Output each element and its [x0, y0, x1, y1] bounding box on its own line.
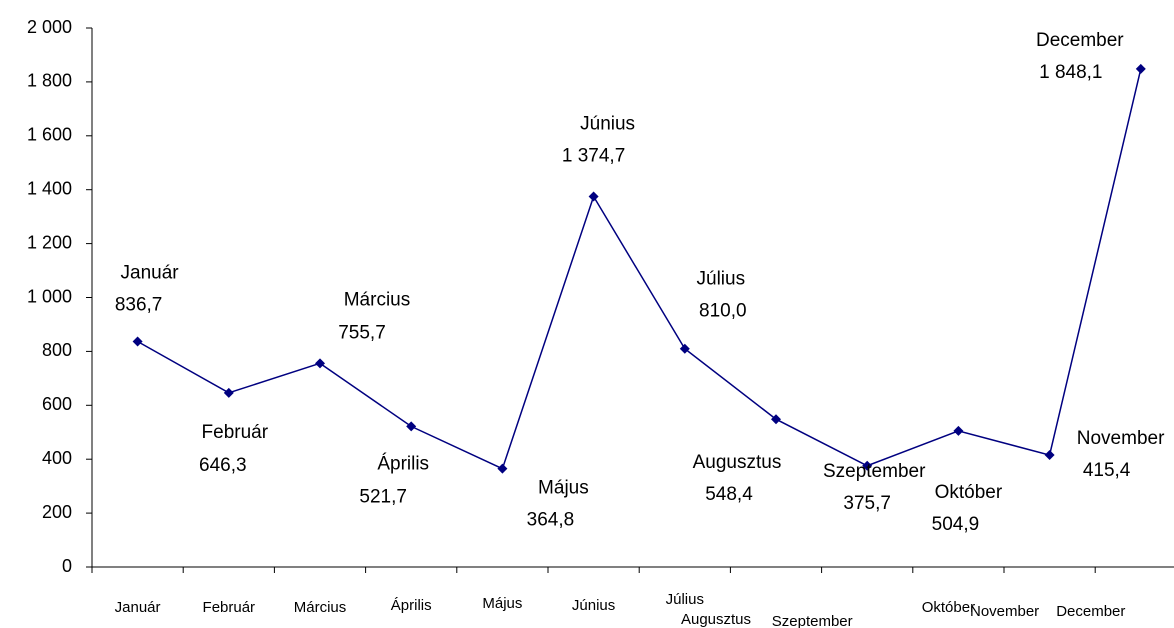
data-label-category: December — [1036, 30, 1124, 51]
x-tick-label: Január — [115, 599, 161, 616]
data-label: 504,9 — [932, 514, 980, 535]
marker — [588, 191, 599, 202]
y-tick-label: 2 000 — [27, 17, 72, 37]
y-tick-label: 600 — [42, 394, 72, 414]
marker — [771, 414, 781, 425]
data-label: 810,0 — [699, 301, 747, 322]
data-label-category: Szeptember — [823, 461, 926, 482]
data-label: 1 374,7 — [562, 146, 625, 167]
data-label-category: Február — [202, 422, 269, 443]
x-tick-label: Augusztus — [681, 611, 751, 628]
marker — [132, 336, 143, 347]
data-label: 1 848,1 — [1039, 62, 1102, 83]
y-tick-label: 1 800 — [27, 71, 72, 91]
data-label-category: Augusztus — [693, 452, 782, 473]
data-label-category: Május — [538, 478, 589, 499]
y-tick-label: 800 — [42, 340, 72, 360]
x-tick-label: Július — [666, 591, 704, 608]
x-tick-label: December — [1056, 603, 1125, 620]
data-label-category: November — [1077, 428, 1165, 449]
y-tick-label: 1 400 — [27, 178, 72, 198]
data-label-category: Július — [697, 269, 746, 290]
data-label-category: Október — [935, 482, 1003, 503]
data-label-category: Január — [121, 263, 180, 284]
data-label-category: Március — [344, 289, 411, 310]
x-tick-label: Október — [922, 599, 975, 616]
x-tick-label: November — [970, 603, 1039, 620]
data-label: 646,3 — [199, 455, 247, 476]
y-tick-label: 0 — [62, 556, 72, 576]
x-tick-label: Március — [294, 599, 347, 616]
data-label: 836,7 — [115, 295, 163, 316]
marker — [862, 460, 873, 471]
marker — [1044, 450, 1055, 461]
marker — [679, 343, 690, 354]
data-label-category: Április — [377, 453, 429, 474]
data-label: 548,4 — [705, 484, 753, 505]
x-tick-label: Szeptember — [772, 613, 853, 628]
data-label: 755,7 — [338, 322, 386, 343]
y-tick-label: 1 200 — [27, 232, 72, 252]
marker — [1135, 63, 1146, 74]
marker — [497, 463, 508, 474]
data-label: 364,8 — [527, 510, 575, 531]
marker — [315, 358, 325, 369]
x-tick-label: Május — [482, 595, 522, 612]
marker — [223, 387, 234, 398]
data-label: 521,7 — [359, 486, 407, 507]
y-tick-label: 400 — [42, 448, 72, 468]
y-tick-label: 200 — [42, 502, 72, 522]
data-label: 415,4 — [1083, 460, 1131, 481]
data-label: 375,7 — [843, 493, 891, 514]
y-tick-label: 1 600 — [27, 125, 72, 145]
y-tick-label: 1 000 — [27, 286, 72, 306]
marker — [406, 421, 417, 432]
data-label-category: Június — [580, 114, 635, 135]
line — [137, 68, 1142, 470]
x-tick-label: Június — [572, 597, 615, 614]
x-tick-label: Február — [203, 599, 256, 616]
marker — [953, 425, 964, 436]
x-tick-label: Április — [391, 597, 432, 614]
